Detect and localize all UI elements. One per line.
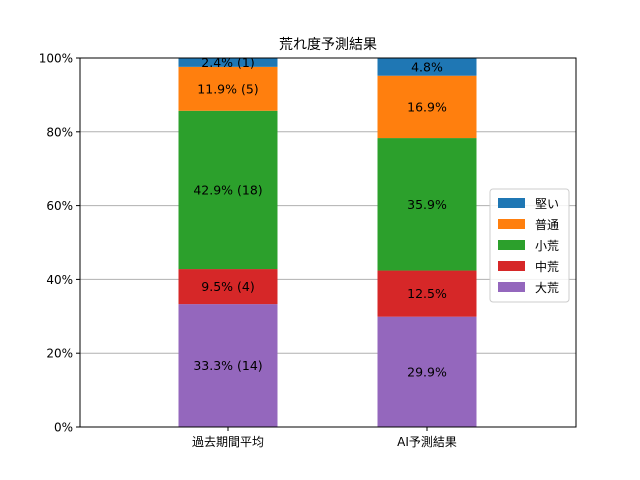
- bar-segment: [377, 270, 477, 317]
- bar-stacks: [178, 58, 477, 427]
- bar-segment: [178, 58, 278, 67]
- legend-label: 普通: [535, 218, 559, 232]
- legend-swatch: [498, 282, 525, 292]
- bar-segment: [377, 75, 477, 139]
- legend-swatch: [498, 240, 525, 250]
- bar-value-label: 42.9% (18): [193, 182, 262, 197]
- bar-value-label: 33.3% (14): [193, 358, 262, 373]
- y-tick-label: 100%: [39, 52, 73, 66]
- y-tick-label: 40%: [46, 273, 73, 287]
- x-tick-label: 過去期間平均: [192, 435, 264, 449]
- bar-value-label: 9.5% (4): [201, 279, 254, 294]
- bar-segment: [377, 138, 477, 271]
- bar-value-label: 35.9%: [407, 197, 447, 212]
- bar-segment: [178, 304, 278, 427]
- bar-value-label: 4.8%: [411, 59, 443, 74]
- legend-box: [489, 188, 570, 303]
- legend-label: 中荒: [535, 259, 559, 274]
- plot-area-frame: [79, 57, 577, 428]
- legend-swatch: [498, 198, 525, 208]
- bar-segment: [178, 66, 278, 111]
- bar-value-label: 16.9%: [407, 99, 447, 114]
- y-tick-label: 60%: [46, 199, 73, 213]
- legend-swatch: [498, 219, 525, 229]
- y-axis-ticks: 0% 20% 40% 60% 80% 100%: [39, 52, 80, 435]
- bar-value-label: 11.9% (5): [197, 81, 258, 96]
- legend-label: 大荒: [535, 281, 559, 295]
- legend-label: 堅い: [535, 197, 559, 211]
- bar-value-label: 29.9%: [407, 364, 447, 379]
- bar-segment: [377, 316, 477, 427]
- y-tick-label: 80%: [46, 125, 73, 139]
- bar-segment: [178, 110, 278, 270]
- bar-labels: 33.3% (14) 9.5% (4) 42.9% (18) 11.9% (5) 2.4…: [193, 55, 447, 379]
- bar-segment: [377, 58, 477, 76]
- x-tick-label: AI予測結果: [397, 435, 457, 449]
- y-tick-label: 20%: [46, 347, 73, 361]
- bar-value-label: 2.4% (1): [201, 55, 254, 70]
- bar-segment: [178, 269, 278, 305]
- legend-label: 小荒: [535, 239, 559, 253]
- chart-title: 荒れ度予測結果: [279, 37, 377, 53]
- legend-swatch: [498, 261, 525, 271]
- y-tick-label: 0%: [54, 421, 73, 435]
- x-axis-ticks: 過去期間平均 AI予測結果: [192, 427, 457, 449]
- bar-value-label: 12.5%: [407, 286, 447, 301]
